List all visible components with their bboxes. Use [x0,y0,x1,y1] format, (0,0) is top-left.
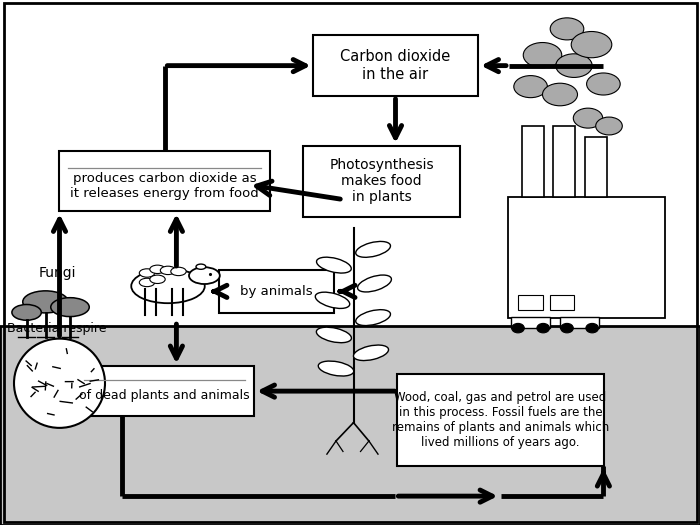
Ellipse shape [356,242,391,257]
Text: produces carbon dioxide as
it releases energy from food: produces carbon dioxide as it releases e… [70,172,259,200]
Circle shape [586,323,598,333]
Bar [508,197,665,318]
Ellipse shape [354,345,388,361]
Bar [584,136,607,197]
Text: Wood, coal, gas and petrol are used
in this process. Fossil fuels are the
remain: Wood, coal, gas and petrol are used in t… [392,391,609,449]
Text: Bacteria respire: Bacteria respire [7,322,106,334]
Ellipse shape [356,310,391,326]
FancyBboxPatch shape [303,145,461,216]
Ellipse shape [316,257,351,273]
Circle shape [537,323,550,333]
Ellipse shape [358,275,391,292]
Ellipse shape [150,265,165,274]
Text: Fungi: Fungi [38,266,76,280]
Ellipse shape [139,269,155,277]
FancyBboxPatch shape [218,270,335,313]
Text: Photosynthesis
makes food
in plants: Photosynthesis makes food in plants [329,158,434,204]
Ellipse shape [14,339,105,428]
Ellipse shape [514,76,547,98]
FancyBboxPatch shape [75,366,253,416]
FancyBboxPatch shape [398,374,603,466]
FancyBboxPatch shape [60,151,270,211]
Ellipse shape [318,361,354,376]
FancyBboxPatch shape [313,36,477,96]
Ellipse shape [189,267,220,284]
Ellipse shape [571,32,612,58]
Ellipse shape [524,43,561,68]
Ellipse shape [196,264,206,269]
Ellipse shape [171,267,186,276]
Text: by animals: by animals [240,285,313,298]
Ellipse shape [556,54,592,77]
Circle shape [561,323,573,333]
Ellipse shape [316,327,351,343]
Ellipse shape [596,117,622,135]
Bar [550,295,574,310]
Ellipse shape [139,278,155,287]
Bar [518,295,542,310]
Ellipse shape [587,73,620,95]
Bar [511,317,550,328]
Ellipse shape [12,304,41,320]
Text: of dead plants and animals: of dead plants and animals [79,388,250,402]
Circle shape [512,323,524,333]
Ellipse shape [22,291,69,313]
Bar [560,317,598,328]
Ellipse shape [315,292,350,308]
Ellipse shape [50,298,90,317]
Ellipse shape [542,83,578,106]
Bar [522,126,544,197]
Ellipse shape [160,266,176,275]
Bar [0,326,700,525]
Ellipse shape [132,269,204,303]
Text: Carbon dioxide
in the air: Carbon dioxide in the air [340,49,451,82]
Bar [553,126,575,197]
Ellipse shape [150,275,165,284]
Ellipse shape [573,108,603,128]
Ellipse shape [550,18,584,40]
